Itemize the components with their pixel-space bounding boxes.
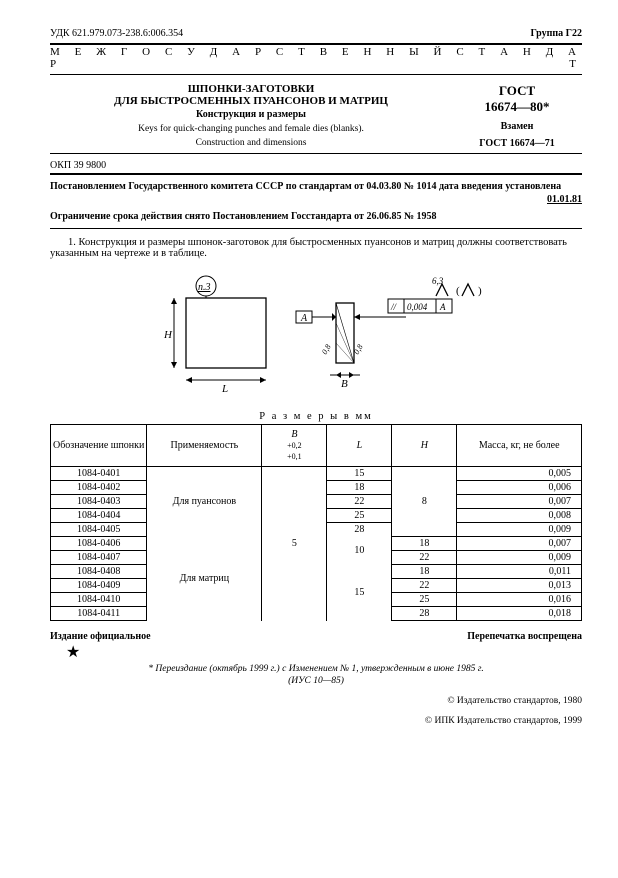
- group: Группа Г22: [530, 28, 582, 39]
- rule: [50, 173, 582, 175]
- table-row: 1084-0404: [51, 509, 147, 523]
- table-row: 1084-0410: [51, 593, 147, 607]
- table-row: 1084-0402: [51, 481, 147, 495]
- B-val: 5: [262, 467, 327, 621]
- table-row: 1084-0407: [51, 551, 147, 565]
- gost-label: ГОСТ: [452, 83, 582, 99]
- rule: [50, 228, 582, 229]
- table-caption: Р а з м е р ы в мм: [50, 411, 582, 422]
- okp: ОКП 39 9800: [50, 160, 582, 171]
- table-row: 1084-0411: [51, 607, 147, 621]
- hdr-mass: Масса, кг, не более: [457, 425, 582, 467]
- interstate-standard: М Е Ж Г О С У Д А Р С Т В Е Н Н Ы Й С Т …: [50, 46, 582, 70]
- hdr-code: Обозначение шпонки: [51, 425, 147, 467]
- footnote1: * Переиздание (октябрь 1999 г.) с Измене…: [50, 664, 582, 674]
- decree2: Ограничение срока действия снято Постано…: [50, 211, 582, 222]
- table-row: 1084-0408: [51, 565, 147, 579]
- svg-text://: //: [390, 302, 398, 312]
- app-dies: Для матриц: [147, 537, 262, 621]
- table-row: 1084-0406: [51, 537, 147, 551]
- star-icon: ★: [66, 642, 582, 662]
- footnote2: (ИУС 10—85): [50, 676, 582, 686]
- app-punches: Для пуансонов: [147, 467, 262, 537]
- svg-text:А: А: [300, 313, 308, 324]
- table-row: 1084-0409: [51, 579, 147, 593]
- title-sub: Конструкция и размеры: [50, 109, 452, 120]
- intro-date: 01.01.81: [50, 194, 582, 205]
- hdr-H: H: [392, 425, 457, 467]
- copyright2: © ИПК Издательство стандартов, 1999: [50, 716, 582, 726]
- title-line1: ШПОНКИ-ЗАГОТОВКИ: [50, 83, 452, 95]
- replaces-label: Взамен: [452, 121, 582, 132]
- svg-text:L: L: [221, 383, 228, 395]
- svg-text:(: (: [456, 285, 460, 297]
- rule: [50, 153, 582, 154]
- title-right: ГОСТ 16674—80* Взамен ГОСТ 16674—71: [452, 83, 582, 149]
- svg-text:H: H: [163, 329, 173, 341]
- edition-official: Издание официальное: [50, 631, 151, 642]
- title-en1: Keys for quick-changing punches and fema…: [50, 124, 452, 134]
- table-row: 1084-0405: [51, 523, 147, 537]
- svg-text:А: А: [439, 302, 446, 312]
- udk: УДК 621.979.073-238.6:006.354: [50, 28, 183, 39]
- table-row: 1084-0401: [51, 467, 147, 481]
- hdr-B: B +0,2 +0,1: [262, 425, 327, 467]
- svg-text:): ): [478, 285, 482, 297]
- svg-text:0,004: 0,004: [407, 302, 428, 312]
- rule: [50, 43, 582, 45]
- hdr-app: Применяемость: [147, 425, 262, 467]
- svg-text:п.3: п.3: [198, 282, 211, 293]
- hdr-L: L: [327, 425, 392, 467]
- dimensions-table: Обозначение шпонки Применяемость B +0,2 …: [50, 424, 582, 621]
- drawing: 6,3 ( ) п.3 H L А: [126, 273, 506, 403]
- title-left: ШПОНКИ-ЗАГОТОВКИ ДЛЯ БЫСТРОСМЕННЫХ ПУАНС…: [50, 83, 452, 148]
- paragraph-1: 1. Конструкция и размеры шпонок-заготово…: [50, 237, 582, 259]
- replaces-number: ГОСТ 16674—71: [452, 138, 582, 149]
- title-en2: Construction and dimensions: [50, 138, 452, 148]
- reprint-forbidden: Перепечатка воспрещена: [467, 631, 582, 642]
- svg-text:B: B: [341, 378, 348, 390]
- gost-number: 16674—80*: [452, 99, 582, 115]
- title-line2: ДЛЯ БЫСТРОСМЕННЫХ ПУАНСОНОВ И МАТРИЦ: [50, 95, 452, 107]
- svg-text:6,3: 6,3: [432, 276, 444, 286]
- decree1: Постановлением Государственного комитета…: [50, 181, 582, 192]
- rule: [50, 74, 582, 75]
- svg-text:0,8: 0,8: [320, 343, 333, 356]
- table-row: 1084-0403: [51, 495, 147, 509]
- copyright1: © Издательство стандартов, 1980: [50, 696, 582, 706]
